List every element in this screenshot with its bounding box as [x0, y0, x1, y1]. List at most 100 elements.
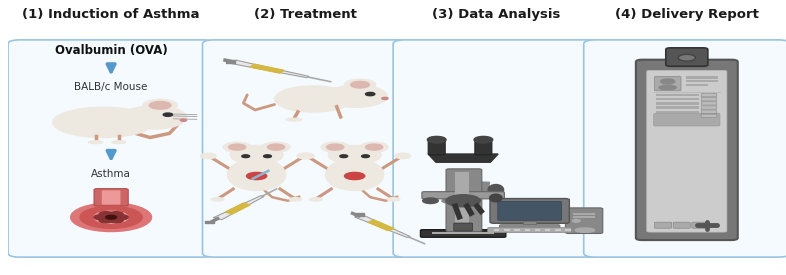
Polygon shape	[226, 203, 250, 214]
Circle shape	[223, 142, 252, 152]
FancyBboxPatch shape	[454, 223, 472, 231]
Bar	[524, 229, 530, 230]
FancyBboxPatch shape	[487, 227, 571, 233]
Bar	[685, 84, 708, 86]
FancyBboxPatch shape	[701, 106, 717, 109]
Circle shape	[80, 206, 142, 228]
Circle shape	[143, 99, 178, 111]
FancyBboxPatch shape	[655, 76, 681, 91]
Text: (4) Delivery Report: (4) Delivery Report	[615, 8, 758, 21]
Bar	[534, 230, 540, 231]
Bar	[524, 230, 530, 231]
Circle shape	[446, 195, 480, 207]
Ellipse shape	[678, 54, 696, 61]
Bar	[545, 229, 550, 230]
Bar	[504, 230, 509, 231]
Polygon shape	[231, 60, 309, 78]
Circle shape	[267, 144, 285, 150]
Polygon shape	[428, 154, 498, 162]
Circle shape	[180, 119, 186, 121]
Circle shape	[105, 215, 116, 219]
FancyBboxPatch shape	[490, 199, 569, 223]
Circle shape	[297, 153, 313, 159]
Circle shape	[99, 212, 113, 217]
Circle shape	[572, 219, 580, 222]
Bar	[355, 213, 364, 216]
Bar	[565, 229, 571, 230]
Circle shape	[229, 144, 246, 150]
Bar	[656, 115, 699, 117]
Circle shape	[325, 85, 387, 107]
FancyBboxPatch shape	[101, 190, 120, 205]
FancyBboxPatch shape	[666, 48, 708, 66]
Circle shape	[423, 198, 439, 204]
Bar	[205, 221, 215, 223]
Bar	[555, 230, 560, 231]
Polygon shape	[354, 215, 410, 237]
FancyBboxPatch shape	[499, 225, 560, 230]
Circle shape	[428, 136, 446, 143]
Bar	[514, 230, 520, 231]
Bar	[523, 221, 536, 226]
FancyBboxPatch shape	[584, 40, 786, 257]
FancyBboxPatch shape	[421, 230, 506, 237]
FancyBboxPatch shape	[673, 222, 690, 228]
Bar	[573, 216, 595, 218]
Bar	[432, 232, 494, 234]
Ellipse shape	[325, 159, 384, 190]
Bar	[565, 230, 571, 231]
Bar	[685, 76, 718, 79]
FancyBboxPatch shape	[428, 140, 445, 155]
Bar	[656, 111, 699, 113]
Text: (3) Data Analysis: (3) Data Analysis	[432, 8, 560, 21]
FancyBboxPatch shape	[647, 70, 727, 232]
Bar	[656, 102, 699, 104]
Bar	[555, 229, 560, 230]
Ellipse shape	[89, 141, 102, 144]
FancyBboxPatch shape	[701, 114, 717, 117]
Ellipse shape	[289, 198, 302, 201]
Circle shape	[382, 97, 388, 100]
Ellipse shape	[53, 107, 154, 138]
Ellipse shape	[286, 118, 302, 121]
Circle shape	[474, 136, 493, 143]
Bar	[656, 98, 699, 100]
Ellipse shape	[274, 86, 352, 112]
Circle shape	[109, 212, 123, 217]
FancyBboxPatch shape	[8, 40, 215, 257]
Circle shape	[340, 155, 347, 158]
Circle shape	[321, 142, 349, 152]
Circle shape	[114, 215, 128, 220]
Circle shape	[94, 211, 128, 223]
Text: (2) Treatment: (2) Treatment	[254, 8, 357, 21]
FancyBboxPatch shape	[701, 94, 717, 97]
Text: Asthma: Asthma	[91, 169, 131, 179]
Circle shape	[661, 79, 674, 84]
FancyBboxPatch shape	[498, 202, 561, 220]
Circle shape	[329, 145, 381, 164]
FancyBboxPatch shape	[701, 110, 717, 113]
Circle shape	[71, 203, 152, 232]
Polygon shape	[368, 220, 395, 230]
FancyBboxPatch shape	[446, 169, 482, 232]
FancyBboxPatch shape	[203, 40, 409, 257]
Bar	[514, 229, 520, 230]
Bar	[494, 230, 499, 231]
FancyBboxPatch shape	[636, 60, 738, 240]
Circle shape	[365, 144, 383, 150]
Circle shape	[99, 218, 113, 223]
Ellipse shape	[488, 185, 504, 195]
Bar	[455, 172, 469, 230]
Ellipse shape	[490, 194, 502, 202]
Circle shape	[262, 142, 290, 152]
FancyBboxPatch shape	[654, 113, 720, 126]
Bar	[573, 213, 595, 215]
Circle shape	[230, 145, 283, 164]
Bar	[685, 80, 718, 82]
Bar	[504, 229, 509, 230]
Circle shape	[109, 218, 123, 223]
Circle shape	[360, 142, 388, 152]
Ellipse shape	[112, 141, 126, 144]
Circle shape	[200, 153, 216, 159]
Polygon shape	[250, 64, 284, 73]
